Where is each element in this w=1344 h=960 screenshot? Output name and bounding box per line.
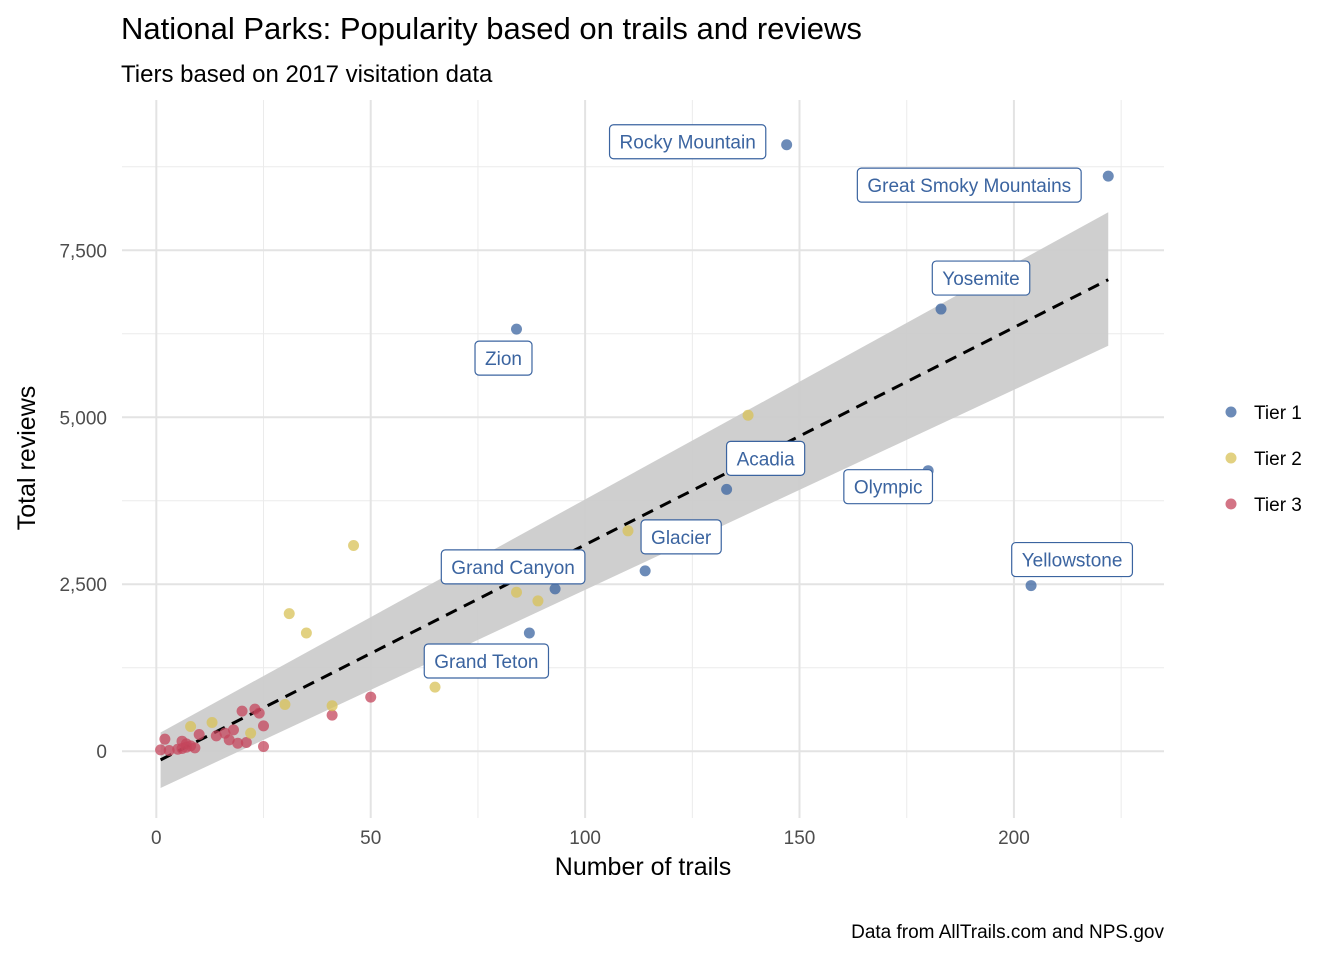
data-point xyxy=(245,727,257,739)
data-point xyxy=(1102,170,1114,182)
point-label: Grand Teton xyxy=(423,643,550,679)
y-tick-label: 0 xyxy=(96,742,107,763)
point-label-box xyxy=(608,124,767,160)
chart-title: National Parks: Popularity based on trai… xyxy=(121,11,862,46)
data-point xyxy=(721,483,733,495)
point-label-box xyxy=(440,549,586,585)
point-label: Glacier xyxy=(640,519,722,555)
data-point xyxy=(206,716,218,728)
legend-label: Tier 3 xyxy=(1254,495,1302,516)
point-label: Yellowstone xyxy=(1011,541,1134,578)
data-point xyxy=(429,681,441,693)
point-label-box xyxy=(843,469,934,505)
data-point xyxy=(185,720,197,732)
data-point xyxy=(511,323,523,335)
confidence-band xyxy=(160,212,1109,788)
point-label-text: Glacier xyxy=(651,528,712,549)
y-axis-ticks: 0 2,500 5,000 7,500 xyxy=(59,241,107,763)
x-tick-label: 50 xyxy=(360,828,381,849)
point-label-box xyxy=(423,643,550,679)
data-point xyxy=(189,742,201,754)
data-point xyxy=(227,724,239,736)
data-point xyxy=(532,595,544,607)
data-point xyxy=(742,409,754,421)
chart-subtitle: Tiers based on 2017 visitation data xyxy=(121,61,493,88)
point-label: Great Smoky Mountains xyxy=(856,167,1082,203)
point-label-box xyxy=(856,167,1082,203)
point-label: Yosemite xyxy=(931,260,1031,296)
data-point xyxy=(240,737,252,749)
y-tick-label: 2,500 xyxy=(59,575,107,596)
data-point xyxy=(365,691,377,703)
legend-key xyxy=(1225,406,1237,418)
data-point xyxy=(279,698,291,710)
legend-key xyxy=(1225,452,1237,464)
data-point xyxy=(159,733,171,745)
legend-key xyxy=(1225,498,1237,510)
data-point xyxy=(781,139,793,151)
point-label-box xyxy=(1011,541,1134,578)
data-point xyxy=(1025,580,1037,592)
x-tick-label: 200 xyxy=(998,828,1030,849)
x-axis-title: Number of trails xyxy=(555,853,731,881)
legend-label: Tier 2 xyxy=(1254,449,1302,470)
data-point xyxy=(223,734,235,746)
point-label: Olympic xyxy=(843,469,934,505)
point-label: Grand Canyon xyxy=(440,549,586,585)
data-point xyxy=(163,745,175,757)
point-label-text: Yosemite xyxy=(942,269,1019,290)
point-label-box xyxy=(931,260,1031,296)
data-point xyxy=(253,707,265,719)
data-points xyxy=(155,139,1114,757)
trend-line xyxy=(159,278,1109,762)
x-axis-ticks: 0 50 100 150 200 xyxy=(151,828,1030,849)
point-label-text: Great Smoky Mountains xyxy=(867,176,1071,197)
data-point xyxy=(326,709,338,721)
data-point xyxy=(523,627,535,639)
data-point xyxy=(300,627,312,639)
data-point xyxy=(155,744,167,756)
data-point xyxy=(258,720,270,732)
plot-panel: Rocky Mountain Great Smoky Mountains Yosem… xyxy=(122,100,1164,818)
x-tick-label: 100 xyxy=(569,828,601,849)
y-axis-title: Total reviews xyxy=(13,386,41,531)
point-label-text: Rocky Mountain xyxy=(620,133,756,154)
point-label: Zion xyxy=(474,340,533,376)
point-label-text: Grand Canyon xyxy=(451,558,575,579)
data-point xyxy=(193,729,205,741)
x-tick-label: 150 xyxy=(784,828,816,849)
data-point xyxy=(326,700,338,712)
point-labels: Rocky Mountain Great Smoky Mountains Yosem… xyxy=(423,124,1134,679)
x-tick-label: 0 xyxy=(151,828,162,849)
data-point xyxy=(283,608,295,620)
chart-caption: Data from AllTrails.com and NPS.gov xyxy=(851,922,1164,943)
data-point xyxy=(236,705,248,717)
point-label-box xyxy=(640,519,722,555)
data-point xyxy=(622,525,634,537)
legend-label: Tier 1 xyxy=(1254,403,1302,424)
point-label-box xyxy=(474,340,533,376)
data-point xyxy=(210,730,222,742)
point-label-text: Zion xyxy=(485,349,522,370)
data-point xyxy=(348,539,360,551)
point-label-text: Grand Teton xyxy=(434,652,538,673)
point-label: Acadia xyxy=(725,440,806,476)
point-label-text: Acadia xyxy=(737,449,796,470)
data-point xyxy=(232,737,244,749)
point-label-box xyxy=(725,440,806,476)
legend: Tier 1 Tier 2 Tier 3 xyxy=(1225,403,1302,516)
point-label-text: Olympic xyxy=(854,478,923,499)
y-tick-label: 7,500 xyxy=(59,241,107,262)
point-label-text: Yellowstone xyxy=(1022,551,1123,572)
data-point xyxy=(180,741,192,753)
point-label: Rocky Mountain xyxy=(608,124,767,160)
data-point xyxy=(258,741,270,753)
data-point xyxy=(549,583,561,595)
data-point xyxy=(639,565,651,577)
data-point xyxy=(511,586,523,598)
y-tick-label: 5,000 xyxy=(59,408,107,429)
data-point xyxy=(935,303,947,315)
